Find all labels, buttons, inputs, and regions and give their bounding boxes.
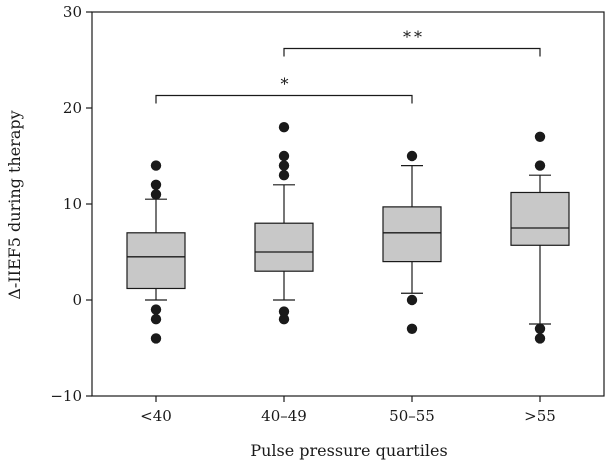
outlier-point-2 — [150, 189, 162, 200]
box-3 — [510, 131, 570, 344]
outlier-point-3 — [278, 170, 290, 181]
significance-brackets: *** — [155, 27, 541, 104]
outlier-point-4 — [150, 314, 162, 325]
x-tick-label-0: <40 — [140, 407, 172, 425]
outlier-point-0 — [406, 150, 418, 162]
y-tick-label-4: 30 — [63, 3, 82, 21]
outlier-point-0 — [278, 122, 290, 133]
significance-label-0: * — [281, 75, 292, 94]
outlier-point-1 — [406, 294, 418, 306]
iqr-box — [254, 222, 314, 272]
y-tick-label-0: −10 — [50, 387, 82, 405]
box-0 — [126, 160, 186, 344]
outlier-point-5 — [150, 333, 162, 344]
boxes — [126, 122, 570, 344]
iqr-box — [126, 232, 186, 290]
outlier-point-3 — [150, 304, 162, 315]
y-tick-label-3: 20 — [63, 99, 82, 117]
box-2 — [382, 150, 442, 334]
significance-label-1: ** — [403, 27, 425, 46]
box-1 — [254, 122, 314, 325]
outlier-point-5 — [278, 314, 290, 325]
significance-bracket-1 — [283, 47, 541, 57]
y-axis: −10 0 10 20 30 — [50, 3, 92, 405]
outlier-point-1 — [534, 160, 546, 171]
outlier-point-3 — [534, 333, 546, 344]
y-axis-label: Δ-IIEF5 during therapy — [5, 110, 24, 299]
y-tick-label-1: 0 — [72, 291, 82, 309]
y-tick-label-2: 10 — [63, 195, 82, 213]
iqr-box — [510, 191, 570, 246]
outlier-point-2 — [406, 323, 418, 334]
iqr-box — [382, 206, 442, 263]
outlier-point-2 — [534, 323, 546, 334]
x-tick-label-1: 40–49 — [261, 407, 307, 425]
x-axis: <40 40–49 50–55 >55 — [140, 396, 556, 425]
x-tick-label-3: >55 — [524, 407, 556, 425]
outlier-point-0 — [150, 160, 162, 171]
outlier-point-1 — [150, 179, 162, 190]
significance-bracket-0 — [155, 94, 413, 104]
outlier-point-4 — [278, 306, 290, 317]
outlier-point-2 — [278, 160, 290, 171]
outlier-point-1 — [278, 150, 290, 162]
x-axis-label: Pulse pressure quartiles — [250, 441, 447, 460]
x-tick-label-2: 50–55 — [389, 407, 435, 425]
outlier-point-0 — [534, 131, 546, 142]
